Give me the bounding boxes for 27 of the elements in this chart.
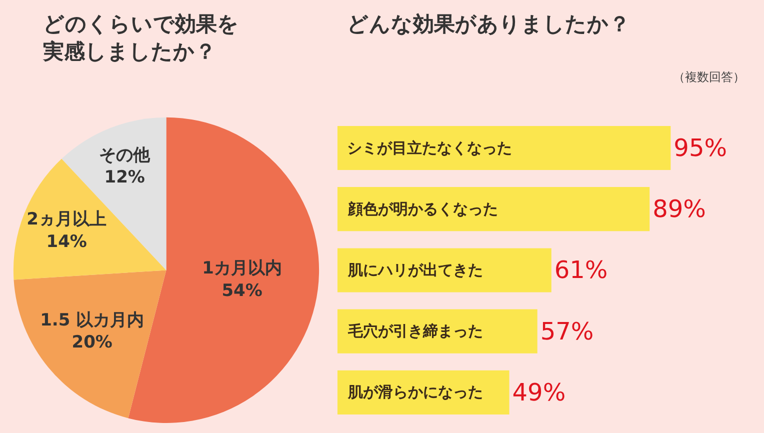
y-tick-label: 毛穴が引き締まった <box>347 322 483 340</box>
data-label: 49% <box>512 378 566 406</box>
y-tick-label: シミが目立たなくなった <box>347 139 512 157</box>
bar <box>337 248 552 292</box>
bar <box>337 370 510 414</box>
chart-title: どのくらいで効果を実感しましたか？ <box>42 12 239 64</box>
slice-label: 2ヵ月以上 <box>26 210 107 230</box>
slice-label: 1.5 以カ月内 <box>40 310 144 330</box>
data-label: 14% <box>46 232 87 252</box>
pie-slice <box>14 270 166 418</box>
text: （複数回答） <box>673 70 745 84</box>
data-label: 12% <box>104 167 145 188</box>
data-label: 61% <box>554 256 608 284</box>
bar <box>337 187 650 232</box>
chart-title: どんな効果がありましたか？ <box>347 12 630 36</box>
slice-label: その他 <box>99 145 152 166</box>
bar <box>337 126 671 170</box>
y-tick-label: 肌にハリが出てきた <box>347 261 483 279</box>
data-label: 57% <box>540 317 594 346</box>
bar <box>337 309 538 354</box>
y-tick-label: 肌が滑らかになった <box>347 383 483 401</box>
y-tick-label: 顔色が明かるくなった <box>347 200 498 218</box>
slice-label: 1カ月以内 <box>202 258 282 279</box>
data-label: 95% <box>674 134 728 162</box>
data-label: 89% <box>652 195 706 224</box>
data-label: 54% <box>222 280 262 301</box>
data-label: 20% <box>72 332 112 353</box>
